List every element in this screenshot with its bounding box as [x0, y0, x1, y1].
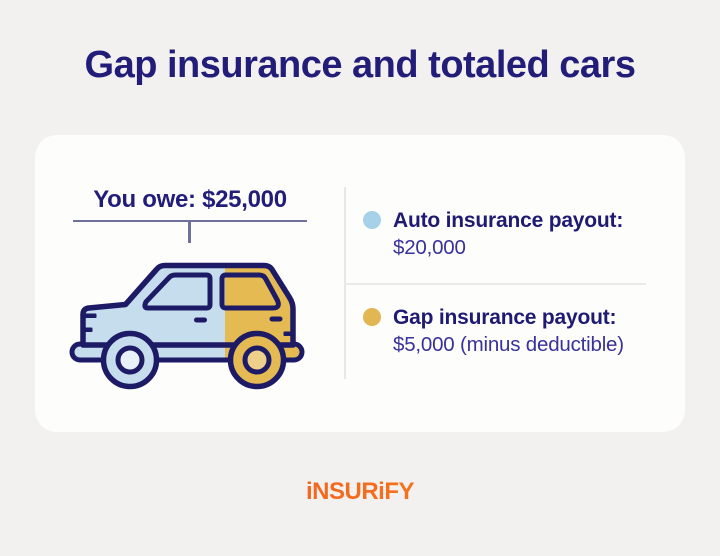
- gap-payout-label: Gap insurance payout:: [393, 306, 617, 329]
- legend-divider: [344, 283, 646, 285]
- auto-payout-label: Auto insurance payout:: [393, 209, 624, 232]
- legend-item-auto-payout: Auto insurance payout: $20,000: [363, 208, 623, 261]
- legend-item-gap-payout: Gap insurance payout: $5,000 (minus dedu…: [363, 305, 624, 358]
- owed-amount-label: You owe: $25,000: [93, 186, 287, 213]
- measure-tick: [188, 220, 191, 243]
- diagram-card: You owe: $25,000: [35, 135, 685, 432]
- insurify-logo: iNSURiFY: [0, 478, 720, 506]
- gap-payout-dot-icon: [363, 308, 381, 326]
- car-icon: [30, 245, 340, 410]
- auto-payout-dot-icon: [363, 211, 381, 229]
- gap-payout-value: $5,000 (minus deductible): [393, 332, 624, 356]
- page-title: Gap insurance and totaled cars: [84, 44, 636, 86]
- auto-payout-value: $20,000: [393, 235, 466, 259]
